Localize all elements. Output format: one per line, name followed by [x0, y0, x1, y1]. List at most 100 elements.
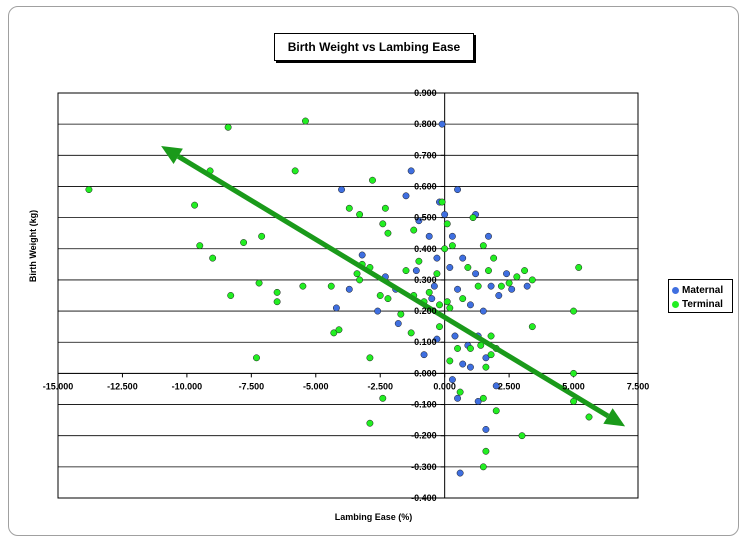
maternal-point: [446, 264, 454, 271]
y-tick-label: 0.000: [414, 368, 437, 378]
terminal-point: [240, 239, 248, 246]
terminal-point: [505, 279, 513, 287]
terminal-point: [376, 292, 384, 299]
maternal-point: [479, 307, 487, 315]
terminal-point: [410, 226, 418, 234]
maternal-point: [448, 232, 456, 240]
x-tick-label: -10.000: [172, 381, 203, 391]
trend-arrow: [161, 145, 626, 427]
terminal-marker-icon: [672, 300, 679, 308]
terminal-point: [291, 167, 299, 175]
terminal-point: [224, 123, 232, 131]
maternal-point: [454, 285, 462, 293]
terminal-point: [381, 204, 389, 212]
maternal-point: [438, 120, 446, 128]
terminal-point: [353, 270, 361, 278]
terminal-point: [384, 295, 392, 303]
maternal-point: [454, 186, 462, 194]
maternal-point: [508, 285, 516, 293]
terminal-point: [492, 407, 500, 415]
maternal-point: [441, 211, 449, 218]
terminal-point: [466, 345, 474, 352]
terminal-point: [443, 220, 451, 228]
maternal-point: [503, 270, 510, 278]
maternal-point: [459, 254, 467, 262]
x-tick-label: 7.500: [627, 381, 650, 391]
terminal-point: [497, 282, 505, 290]
x-tick-label: -12.500: [107, 381, 138, 391]
maternal-point: [394, 320, 402, 327]
data-points: [85, 117, 593, 477]
maternal-point: [459, 360, 467, 368]
maternal-point: [466, 301, 474, 309]
terminal-point: [379, 220, 387, 228]
y-tick-label: 0.700: [414, 150, 437, 160]
maternal-point: [433, 254, 441, 262]
terminal-point: [335, 326, 343, 334]
terminal-point: [258, 232, 266, 240]
chart-title: Birth Weight vs Lambing Ease: [274, 33, 474, 61]
terminal-point: [438, 198, 446, 206]
maternal-point: [425, 232, 433, 240]
trend-arrow-head-start: [161, 145, 183, 165]
terminal-point: [299, 282, 307, 290]
y-tick-label: 0.600: [414, 181, 437, 191]
terminal-point: [570, 307, 578, 315]
maternal-point: [454, 394, 462, 402]
maternal-point: [482, 354, 490, 362]
chart-area: [8, 6, 739, 536]
maternal-point: [466, 363, 474, 371]
terminal-point: [255, 279, 263, 287]
x-tick-label: -5.000: [303, 381, 329, 391]
terminal-point: [485, 267, 492, 275]
legend-label-maternal: Maternal: [682, 284, 724, 296]
maternal-point: [374, 307, 382, 315]
maternal-point: [492, 382, 500, 390]
terminal-point: [521, 267, 529, 275]
maternal-point: [456, 469, 464, 477]
maternal-point: [420, 351, 428, 359]
x-tick-label: -15.000: [43, 381, 74, 391]
y-tick-label: -0.300: [411, 462, 437, 472]
terminal-point: [302, 117, 309, 125]
maternal-point: [451, 332, 459, 340]
legend: Maternal Terminal: [668, 279, 733, 313]
y-tick-label: 0.500: [414, 213, 437, 223]
terminal-point: [366, 354, 374, 362]
terminal-point: [415, 257, 423, 265]
maternal-point: [472, 270, 480, 278]
terminal-point: [379, 394, 387, 402]
trend-arrow-shaft: [176, 154, 610, 419]
terminal-point: [490, 254, 498, 262]
y-tick-label: 0.900: [414, 88, 437, 98]
terminal-point: [477, 341, 485, 349]
trend-arrow-head-end: [603, 408, 626, 427]
terminal-point: [209, 254, 217, 262]
terminal-point: [482, 447, 490, 455]
x-tick-label: 0.000: [433, 381, 456, 391]
tick-labels: -0.400 -0.300 -0.200 -0.100 0.000 0.100 0.200 0…: [43, 88, 650, 503]
terminal-point: [441, 245, 449, 253]
maternal-point: [345, 285, 353, 293]
terminal-point: [330, 329, 338, 337]
terminal-point: [433, 270, 441, 278]
terminal-point: [513, 273, 521, 281]
x-tick-label: 2.500: [498, 381, 521, 391]
terminal-point: [356, 276, 364, 284]
maternal-point: [428, 295, 436, 303]
terminal-point: [369, 176, 376, 184]
maternal-point: [433, 335, 441, 343]
axes: [57, 92, 639, 499]
terminal-point: [469, 214, 477, 222]
maternal-point: [358, 251, 366, 259]
y-tick-label: 0.100: [414, 337, 437, 347]
y-tick-label: -0.100: [411, 400, 437, 410]
maternal-point: [430, 282, 438, 290]
maternal-point: [332, 304, 340, 312]
terminal-point: [273, 288, 281, 296]
terminal-point: [407, 329, 415, 337]
gridlines: [58, 92, 638, 499]
terminal-point: [191, 201, 199, 209]
maternal-point: [482, 426, 490, 433]
